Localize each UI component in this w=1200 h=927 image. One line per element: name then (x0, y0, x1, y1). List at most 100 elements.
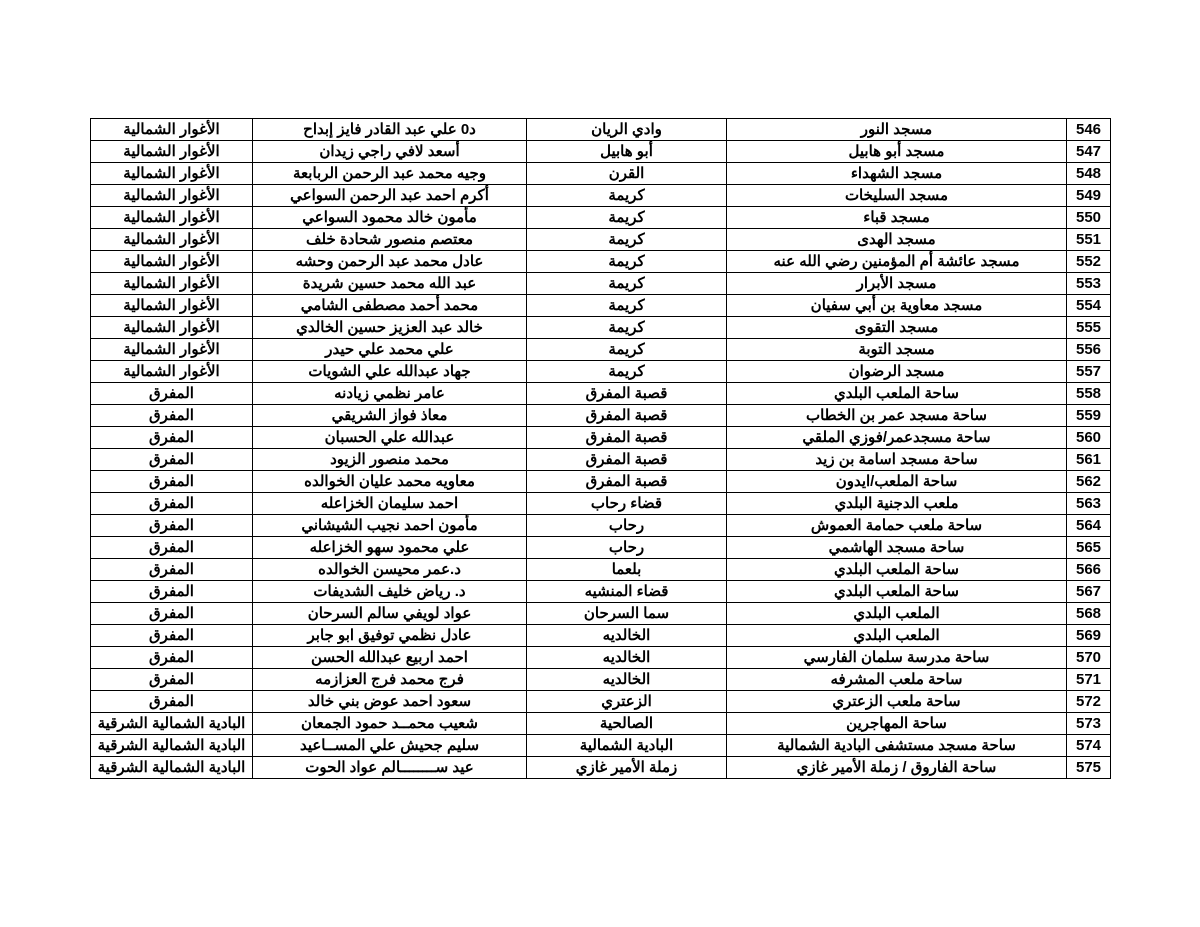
table-row: 558ساحة الملعب البلديقصبة المفرقعامر نظم… (91, 383, 1111, 405)
table-row: 546مسجد النوروادي الرياند0 علي عبد القاد… (91, 119, 1111, 141)
governorate: الأغوار الشمالية (91, 251, 253, 273)
row-index: 561 (1067, 449, 1111, 471)
mosque-name: مسجد الأبرار (727, 273, 1067, 295)
row-index: 555 (1067, 317, 1111, 339)
mosque-name: مسجد التوبة (727, 339, 1067, 361)
mosque-name: ساحة مسجد مستشفى البادية الشمالية (727, 735, 1067, 757)
mosque-name: مسجد النور (727, 119, 1067, 141)
imam-name: سليم جحيش علي المســاعيد (253, 735, 527, 757)
imam-name: شعيب محمــد حمود الجمعان (253, 713, 527, 735)
table-row: 564ساحة ملعب حمامة العموشرحابمأمون احمد … (91, 515, 1111, 537)
governorate: المفرق (91, 427, 253, 449)
location: كريمة (527, 185, 727, 207)
location: كريمة (527, 273, 727, 295)
location: الخالديه (527, 669, 727, 691)
governorate: الأغوار الشمالية (91, 295, 253, 317)
imam-name: أسعد لافي راجي زيدان (253, 141, 527, 163)
governorate: البادية الشمالية الشرقية (91, 735, 253, 757)
governorate: المفرق (91, 581, 253, 603)
governorate: الأغوار الشمالية (91, 273, 253, 295)
governorate: الأغوار الشمالية (91, 141, 253, 163)
imam-name: عادل محمد عبد الرحمن وحشه (253, 251, 527, 273)
mosque-name: مسجد الرضوان (727, 361, 1067, 383)
location: قصبة المفرق (527, 383, 727, 405)
table-row: 575ساحة الفاروق / زملة الأمير غازيزملة ا… (91, 757, 1111, 779)
mosque-name: ساحة مسجد الهاشمي (727, 537, 1067, 559)
table-row: 568الملعب البلديسما السرحانعواد لويفي سا… (91, 603, 1111, 625)
row-index: 552 (1067, 251, 1111, 273)
imam-name: مأمون خالد محمود السواعي (253, 207, 527, 229)
location: القرن (527, 163, 727, 185)
mosque-name: ساحة الفاروق / زملة الأمير غازي (727, 757, 1067, 779)
imam-name: أكرم احمد عبد الرحمن السواعي (253, 185, 527, 207)
imam-name: فرج محمد فرج العزازمه (253, 669, 527, 691)
location: وادي الريان (527, 119, 727, 141)
row-index: 572 (1067, 691, 1111, 713)
governorate: المفرق (91, 515, 253, 537)
row-index: 571 (1067, 669, 1111, 691)
location: كريمة (527, 317, 727, 339)
location: كريمة (527, 361, 727, 383)
governorate: الأغوار الشمالية (91, 229, 253, 251)
row-index: 550 (1067, 207, 1111, 229)
imam-name: عبدالله علي الحسبان (253, 427, 527, 449)
location: كريمة (527, 229, 727, 251)
location: كريمة (527, 339, 727, 361)
location: قضاء المنشيه (527, 581, 727, 603)
governorate: المفرق (91, 405, 253, 427)
row-index: 569 (1067, 625, 1111, 647)
imam-name: عامر نظمي زيادنه (253, 383, 527, 405)
location: قصبة المفرق (527, 427, 727, 449)
table-row: 554مسجد معاوية بن أبي سفيانكريمةمحمد أحم… (91, 295, 1111, 317)
location: رحاب (527, 537, 727, 559)
table-row: 555مسجد التقوىكريمةخالد عبد العزيز حسين … (91, 317, 1111, 339)
location: كريمة (527, 207, 727, 229)
table-row: 573ساحة المهاجرينالصالحيةشعيب محمــد حمو… (91, 713, 1111, 735)
imam-name: مأمون احمد نجيب الشيشاني (253, 515, 527, 537)
mosque-name: ساحة ملعب المشرفه (727, 669, 1067, 691)
table-row: 552مسجد عائشة أم المؤمنين رضي الله عنهكر… (91, 251, 1111, 273)
mosque-name: ملعب الدجنية البلدي (727, 493, 1067, 515)
row-index: 562 (1067, 471, 1111, 493)
imam-name: احمد سليمان الخزاعله (253, 493, 527, 515)
row-index: 563 (1067, 493, 1111, 515)
imam-name: عواد لويفي سالم السرحان (253, 603, 527, 625)
row-index: 546 (1067, 119, 1111, 141)
mosque-name: ساحة الملعب/ايدون (727, 471, 1067, 493)
row-index: 556 (1067, 339, 1111, 361)
governorate: الأغوار الشمالية (91, 339, 253, 361)
row-index: 566 (1067, 559, 1111, 581)
governorate: الأغوار الشمالية (91, 207, 253, 229)
location: قصبة المفرق (527, 405, 727, 427)
mosque-table: 546مسجد النوروادي الرياند0 علي عبد القاد… (90, 118, 1111, 779)
table-row: 574ساحة مسجد مستشفى البادية الشماليةالبا… (91, 735, 1111, 757)
row-index: 565 (1067, 537, 1111, 559)
imam-name: عبد الله محمد حسين شريدة (253, 273, 527, 295)
row-index: 554 (1067, 295, 1111, 317)
mosque-name: ساحة مسجد عمر بن الخطاب (727, 405, 1067, 427)
mosque-name: مسجد التقوى (727, 317, 1067, 339)
row-index: 551 (1067, 229, 1111, 251)
table-row: 548مسجد الشهداءالقرنوجيه محمد عبد الرحمن… (91, 163, 1111, 185)
imam-name: علي محمد علي حيدر (253, 339, 527, 361)
mosque-name: الملعب البلدي (727, 603, 1067, 625)
imam-name: عيد ســــــــالم عواد الحوت (253, 757, 527, 779)
governorate: المفرق (91, 559, 253, 581)
location: قصبة المفرق (527, 471, 727, 493)
governorate: المفرق (91, 603, 253, 625)
imam-name: جهاد عبدالله علي الشويات (253, 361, 527, 383)
governorate: المفرق (91, 669, 253, 691)
document-page: 546مسجد النوروادي الرياند0 علي عبد القاد… (0, 0, 1200, 927)
row-index: 575 (1067, 757, 1111, 779)
mosque-name: مسجد أبو هابيل (727, 141, 1067, 163)
row-index: 567 (1067, 581, 1111, 603)
mosque-name: مسجد السليخات (727, 185, 1067, 207)
table-row: 562ساحة الملعب/ايدونقصبة المفرقمعاويه مح… (91, 471, 1111, 493)
governorate: البادية الشمالية الشرقية (91, 757, 253, 779)
governorate: المفرق (91, 383, 253, 405)
governorate: الأغوار الشمالية (91, 361, 253, 383)
table-row: 549مسجد السليخاتكريمةأكرم احمد عبد الرحم… (91, 185, 1111, 207)
row-index: 558 (1067, 383, 1111, 405)
row-index: 549 (1067, 185, 1111, 207)
governorate: المفرق (91, 647, 253, 669)
